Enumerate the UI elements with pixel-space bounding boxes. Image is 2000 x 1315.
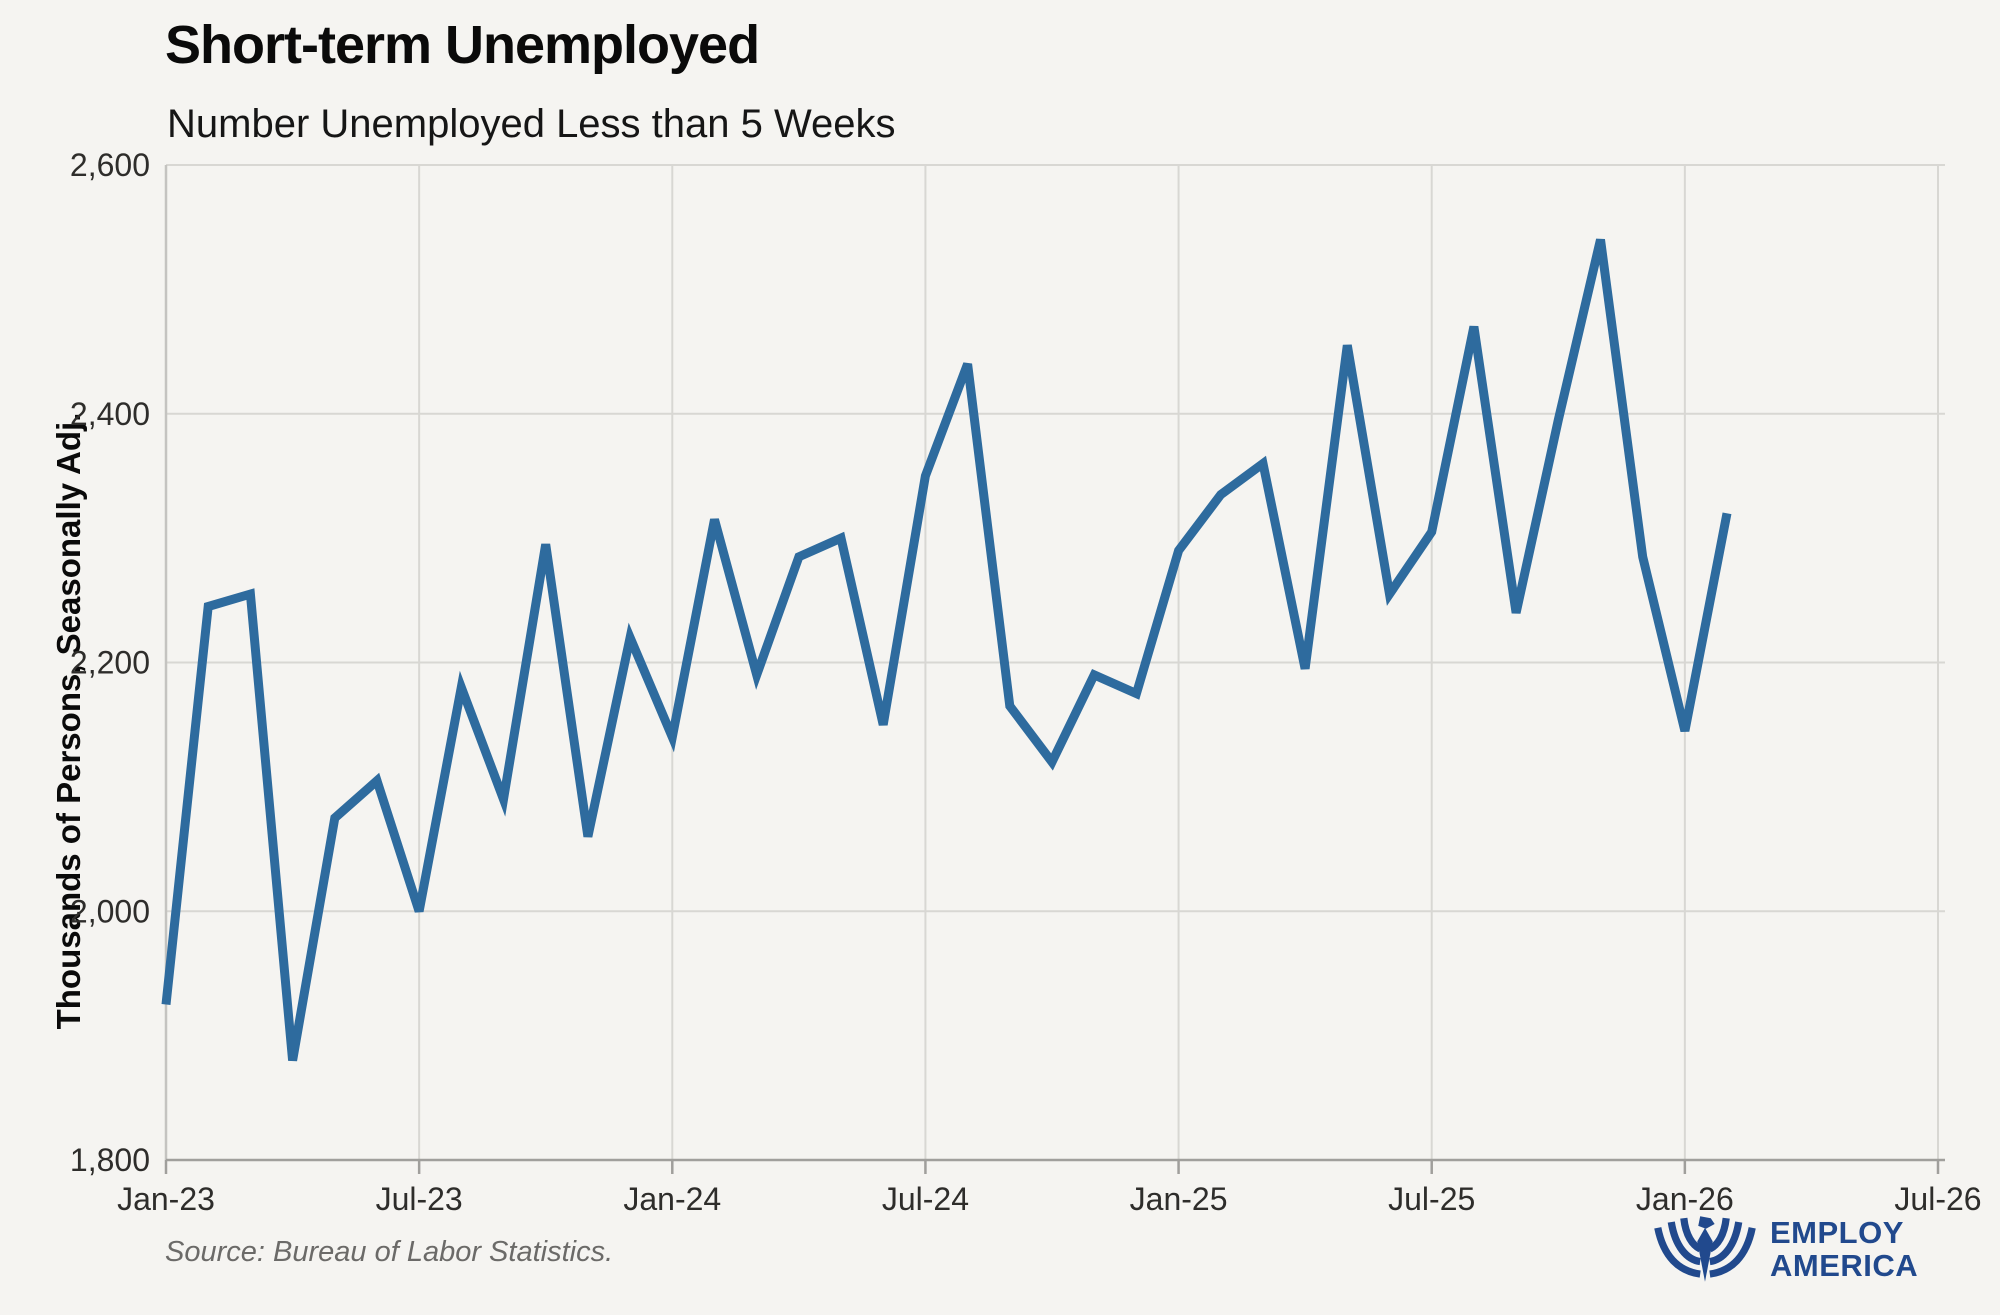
page-title: Short-term Unemployed [165, 15, 760, 75]
source-note: Source: Bureau of Labor Statistics. [165, 1236, 614, 1268]
y-tick-label: 1,800 [70, 1142, 150, 1178]
y-tick-label: 2,400 [70, 396, 150, 432]
logo-text: EMPLOY AMERICA [1770, 1217, 1918, 1282]
x-tick-label: Jan-25 [1130, 1181, 1228, 1217]
logo-line1: EMPLOY [1770, 1215, 1904, 1251]
y-tick-label: 2,000 [70, 893, 150, 929]
x-tick-label: Jul-24 [882, 1181, 969, 1217]
x-tick-label: Jul-23 [376, 1181, 463, 1217]
x-tick-label: Jul-25 [1388, 1181, 1475, 1217]
y-tick-label: 2,200 [70, 645, 150, 681]
eagle-icon [1654, 1216, 1756, 1282]
data-line [161, 238, 1732, 1062]
employ-america-logo: EMPLOY AMERICA [1652, 1212, 1918, 1288]
x-tick-label: Jan-26 [1636, 1181, 1734, 1217]
x-tick-label: Jan-23 [117, 1181, 215, 1217]
x-tick-label: Jul-26 [1894, 1181, 1981, 1217]
y-tick-label: 2,600 [70, 147, 150, 183]
x-tick-label: Jan-24 [623, 1181, 721, 1217]
logo-line2: AMERICA [1770, 1248, 1919, 1283]
page-subtitle: Number Unemployed Less than 5 Weeks [167, 102, 896, 146]
